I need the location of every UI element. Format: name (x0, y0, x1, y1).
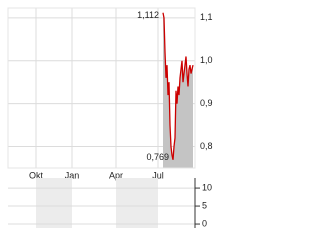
y-tick-label: 0 (202, 218, 207, 228)
quarter-shade (36, 178, 72, 228)
plot-frame (7, 7, 196, 169)
y-tick-label: 1,0 (200, 55, 213, 65)
x-tick-label: Jan (65, 170, 80, 180)
y-tick-label: 10 (202, 182, 212, 192)
price-line (162, 12, 194, 160)
annotation: 1,112 (137, 10, 159, 20)
quarter-shade (116, 178, 158, 228)
y-tick-label: 1,1 (200, 12, 213, 22)
x-tick-label: Apr (109, 170, 123, 180)
x-tick-label: Jul (152, 170, 164, 180)
x-tick-label: Okt (29, 170, 44, 180)
y-tick-label: 0,9 (200, 98, 213, 108)
y-tick-label: 5 (202, 200, 207, 210)
annotation: 0,769 (146, 152, 169, 162)
y-tick-label: 0,8 (200, 141, 213, 151)
stock-chart: 0,8 0,9 1,0 1,1 Okt Jan Apr Jul 1,112 0,769 0 5 10 (7, 7, 213, 228)
